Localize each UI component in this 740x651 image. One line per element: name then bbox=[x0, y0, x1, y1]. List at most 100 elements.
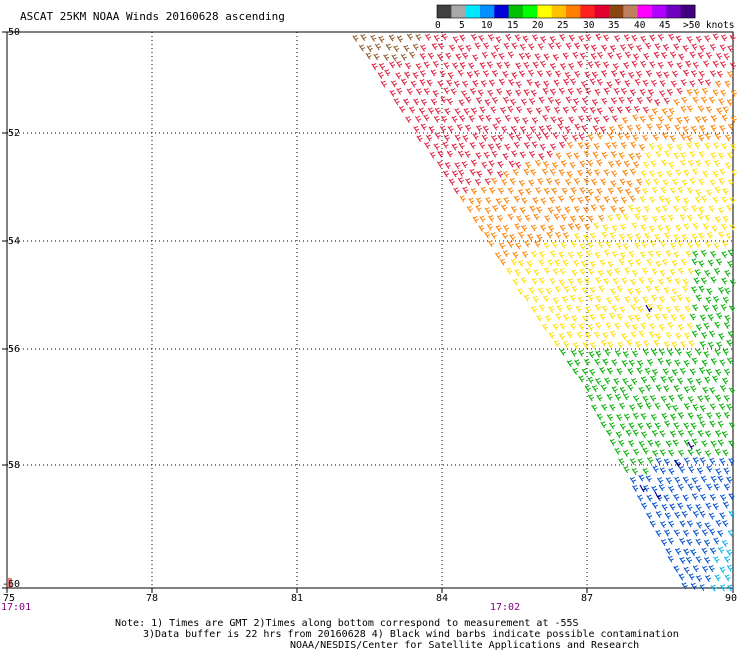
wind-barb bbox=[657, 33, 664, 41]
wind-barb bbox=[548, 331, 555, 339]
wind-barb bbox=[629, 404, 636, 412]
wind-barb bbox=[446, 79, 453, 87]
wind-barb bbox=[537, 43, 544, 51]
wind-barb bbox=[599, 259, 606, 267]
wind-barb bbox=[726, 403, 733, 411]
wind-barb bbox=[709, 403, 717, 411]
wind-barb bbox=[709, 179, 716, 187]
wind-barb bbox=[676, 294, 683, 302]
wind-barb bbox=[626, 180, 633, 188]
wind-barb bbox=[712, 142, 720, 150]
wind-barb bbox=[634, 314, 641, 322]
wind-barb bbox=[423, 114, 430, 122]
wind-barb bbox=[686, 105, 694, 113]
colorbar-swatch bbox=[480, 5, 495, 18]
colorbar-label: 40 bbox=[634, 20, 646, 31]
wind-barb bbox=[562, 259, 569, 267]
wind-barb bbox=[475, 204, 482, 212]
wind-barb bbox=[465, 96, 472, 104]
wind-barb bbox=[729, 34, 736, 42]
wind-barb bbox=[683, 457, 690, 465]
wind-barb bbox=[594, 251, 601, 259]
wind-barb bbox=[721, 142, 728, 150]
wind-barb bbox=[624, 296, 631, 304]
wind-barb bbox=[602, 332, 609, 340]
wind-barb bbox=[658, 323, 665, 331]
wind-barb bbox=[703, 60, 710, 68]
wind-barb bbox=[712, 304, 719, 312]
wind-barb bbox=[490, 135, 498, 143]
wind-barb bbox=[593, 142, 600, 150]
wind-barb bbox=[576, 87, 583, 95]
wind-barb bbox=[727, 179, 735, 187]
wind-barb bbox=[655, 123, 663, 131]
wind-barb bbox=[524, 214, 531, 222]
wind-barb bbox=[635, 206, 642, 214]
wind-barb bbox=[595, 295, 602, 303]
wind-barb bbox=[551, 187, 558, 195]
wind-barb bbox=[724, 269, 731, 277]
wind-barb bbox=[704, 240, 712, 248]
wind-barb bbox=[617, 341, 624, 349]
wind-barb bbox=[657, 116, 665, 124]
wind-barb bbox=[671, 341, 678, 349]
wind-barb bbox=[520, 224, 528, 232]
wind-barb bbox=[600, 178, 607, 186]
wind-barb bbox=[444, 162, 451, 170]
wind-barb bbox=[507, 51, 514, 59]
wind-barb bbox=[533, 213, 540, 221]
wind-barb bbox=[459, 62, 466, 70]
wind-barb bbox=[587, 159, 594, 167]
wind-barb bbox=[513, 116, 521, 124]
wind-barb bbox=[660, 51, 668, 59]
wind-barb bbox=[486, 223, 494, 231]
wind-barb bbox=[633, 105, 641, 113]
wind-barb bbox=[537, 70, 544, 78]
wind-barb bbox=[621, 277, 628, 285]
wind-barb bbox=[691, 493, 698, 501]
wind-barb bbox=[715, 258, 723, 266]
wind-barb bbox=[469, 168, 476, 176]
colorbar-swatch bbox=[637, 5, 653, 18]
wind-barb bbox=[476, 170, 483, 178]
wind-barb bbox=[638, 474, 645, 482]
wind-barb bbox=[686, 214, 694, 222]
wind-barb bbox=[631, 350, 639, 358]
wind-barb bbox=[573, 259, 580, 267]
wind-barb bbox=[515, 81, 522, 89]
wind-barb bbox=[645, 402, 652, 410]
wind-barb bbox=[570, 240, 577, 248]
wind-barb bbox=[636, 97, 643, 105]
wind-barb bbox=[409, 51, 416, 59]
wind-barb bbox=[723, 368, 731, 376]
wind-barb bbox=[569, 294, 577, 302]
wind-barb bbox=[515, 242, 522, 250]
wind-barb bbox=[602, 115, 610, 123]
wind-barb bbox=[497, 187, 505, 195]
wind-barb bbox=[649, 240, 657, 248]
wind-barb bbox=[544, 215, 551, 223]
wind-barb bbox=[419, 70, 426, 78]
wind-barb bbox=[673, 152, 680, 160]
wind-barb bbox=[522, 117, 529, 125]
wind-barb bbox=[649, 196, 656, 204]
wind-barb bbox=[602, 224, 609, 232]
wind-barb bbox=[573, 98, 580, 106]
wind-barb bbox=[546, 231, 553, 239]
wind-barb bbox=[730, 115, 737, 123]
wind-barb bbox=[587, 394, 595, 402]
wind-barb bbox=[510, 258, 517, 266]
wind-barb bbox=[721, 240, 728, 248]
wind-barb bbox=[601, 70, 608, 78]
wind-barb bbox=[723, 483, 731, 491]
wind-barb bbox=[620, 141, 627, 149]
wind-barb bbox=[683, 359, 690, 367]
wind-barb bbox=[519, 206, 526, 214]
wind-barb bbox=[648, 114, 655, 122]
wind-barb bbox=[709, 43, 717, 51]
wind-barb bbox=[653, 339, 660, 347]
wind-barb bbox=[691, 205, 698, 213]
wind-barb bbox=[611, 386, 618, 394]
wind-barb bbox=[464, 124, 472, 132]
wind-barb bbox=[571, 105, 578, 113]
